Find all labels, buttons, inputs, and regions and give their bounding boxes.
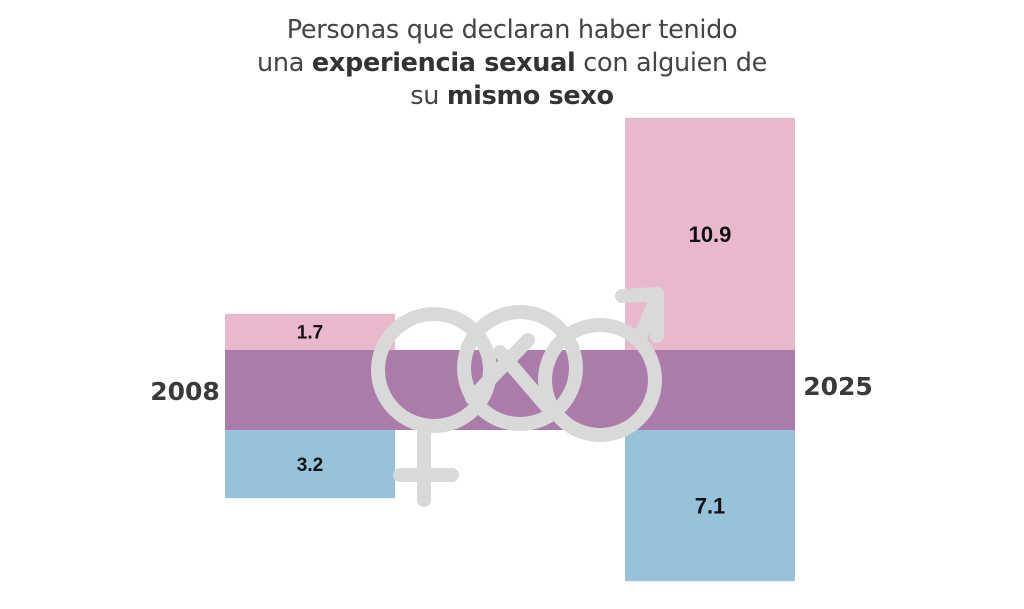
bar-hombres-2025 bbox=[625, 430, 795, 582]
bars-group bbox=[225, 117, 795, 582]
bar-hombres-2008 bbox=[225, 430, 395, 499]
chart-title: Personas que declaran haber tenido una e… bbox=[212, 14, 812, 113]
title-line-1: Personas que declaran haber tenido bbox=[286, 15, 738, 45]
title-text: su bbox=[410, 81, 447, 111]
category-label-2025: 2025 bbox=[803, 372, 873, 401]
center-band-2008 bbox=[225, 350, 395, 430]
title-line-3: su mismo sexo bbox=[212, 80, 812, 113]
center-cross-stroke-1 bbox=[465, 333, 535, 405]
title-line-2: una experiencia sexual con alguien de bbox=[212, 47, 812, 80]
center-ring bbox=[457, 305, 583, 431]
bar-mujeres-2008 bbox=[225, 313, 395, 350]
value-label-mujeres-2025: 10.9 bbox=[689, 222, 732, 247]
labels-group: 1.7 10.9 3.2 7.1 2008 2025 bbox=[150, 222, 873, 519]
title-emphasis: experiencia sexual bbox=[311, 48, 576, 78]
male-arrow-head bbox=[615, 287, 664, 343]
value-label-hombres-2008: 3.2 bbox=[297, 455, 323, 476]
category-label-2008: 2008 bbox=[150, 377, 220, 406]
bisexual-symbol-icon bbox=[371, 287, 664, 507]
male-ring bbox=[538, 318, 662, 442]
value-label-mujeres-2008: 1.7 bbox=[297, 323, 323, 344]
center-cross-stroke-2 bbox=[493, 345, 555, 415]
title-text: una bbox=[257, 48, 312, 78]
value-label-hombres-2025: 7.1 bbox=[695, 494, 726, 519]
title-text: con alguien de bbox=[575, 48, 767, 78]
title-emphasis: mismo sexo bbox=[446, 81, 614, 111]
